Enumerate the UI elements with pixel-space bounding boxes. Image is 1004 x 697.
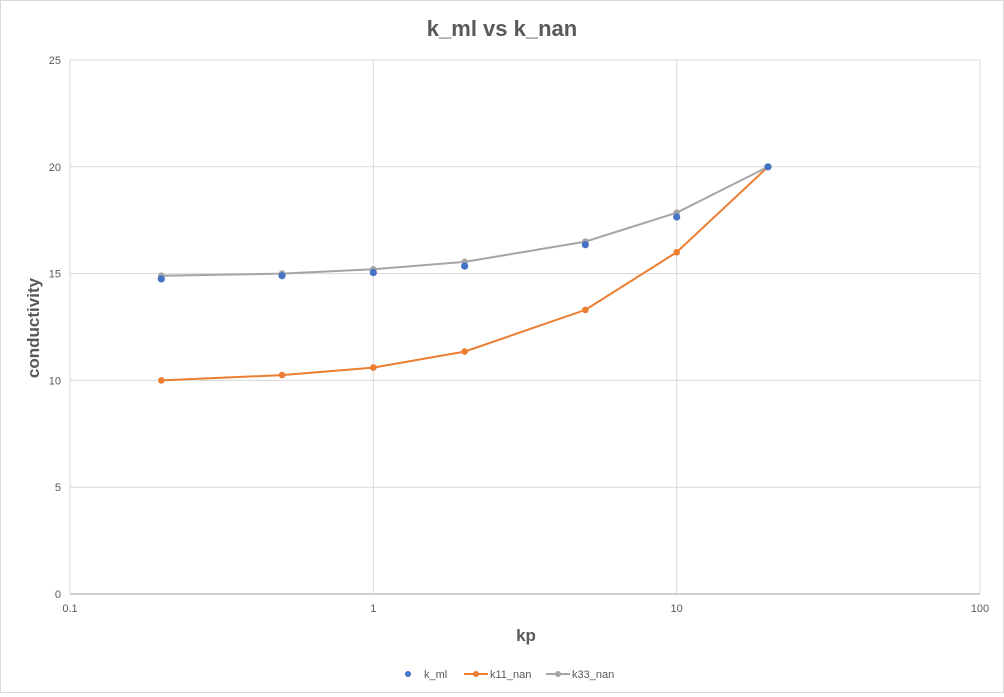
y-tick-label: 20 bbox=[49, 162, 61, 174]
plot-area bbox=[157, 163, 772, 384]
x-tick-label: 0.1 bbox=[62, 603, 77, 615]
legend-label: k33_nan bbox=[572, 669, 614, 681]
x-tick-label: 1 bbox=[370, 603, 376, 615]
data-point-k11_nan bbox=[461, 348, 468, 355]
data-point-k_ml bbox=[278, 272, 286, 280]
data-point-k_ml bbox=[764, 163, 772, 171]
data-point-k11_nan bbox=[370, 364, 377, 371]
axes: 0 5 10 15 20 25 0.1 1 10 100 bbox=[49, 55, 989, 615]
data-point-k_ml bbox=[157, 275, 165, 283]
data-point-k_ml bbox=[369, 268, 377, 277]
legend-item-k33_nan: k33_nan bbox=[546, 669, 614, 681]
data-point-k11_nan bbox=[278, 371, 286, 379]
legend-label: k11_nan bbox=[490, 669, 531, 681]
legend-marker bbox=[473, 671, 479, 677]
x-tick-label: 10 bbox=[671, 603, 683, 615]
y-tick-label: 25 bbox=[49, 55, 61, 67]
y-axis-title: conductivity bbox=[24, 277, 43, 378]
legend: k_ml k11_nan k33_nan bbox=[405, 669, 614, 681]
y-tick-label: 15 bbox=[49, 269, 61, 281]
chart-title: k_ml vs k_nan bbox=[427, 16, 577, 41]
legend-item-k11_nan: k11_nan bbox=[464, 669, 531, 681]
data-point-k11_nan bbox=[158, 377, 165, 384]
data-point-k11_nan bbox=[673, 248, 680, 256]
legend-marker bbox=[405, 671, 411, 677]
legend-marker bbox=[555, 671, 561, 677]
legend-label: k_ml bbox=[424, 669, 447, 681]
y-tick-label: 5 bbox=[55, 482, 61, 494]
legend-item-k_ml: k_ml bbox=[405, 669, 447, 681]
data-point-k_ml bbox=[461, 262, 469, 270]
y-tick-label: 0 bbox=[55, 589, 61, 601]
data-point-k_ml bbox=[581, 241, 589, 249]
y-tick-label: 10 bbox=[49, 375, 61, 387]
data-point-k11_nan bbox=[582, 306, 589, 314]
gridlines bbox=[69, 59, 981, 594]
data-point-k_ml bbox=[673, 213, 681, 221]
x-tick-label: 100 bbox=[971, 603, 989, 615]
x-axis-title: kp bbox=[516, 626, 536, 645]
